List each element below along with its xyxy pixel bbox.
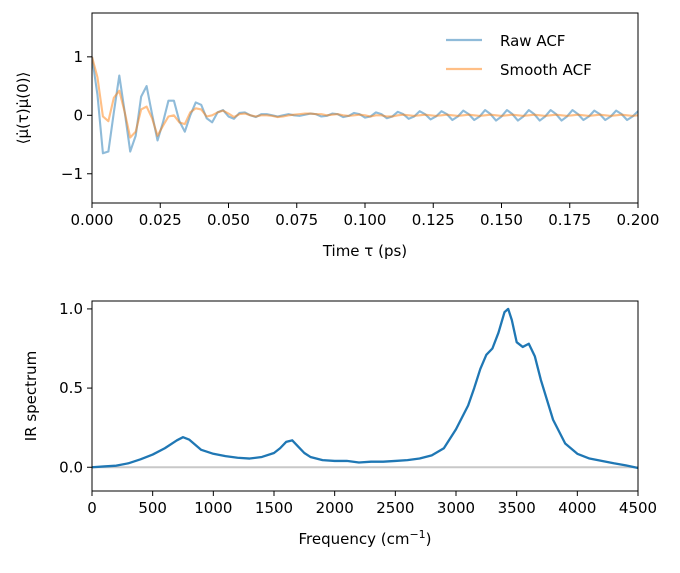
x-tick-label: 1500	[255, 499, 293, 517]
plot-area	[92, 307, 638, 470]
y-tick-label: 1.0	[59, 300, 83, 318]
x-tick-label: 0	[87, 499, 97, 517]
legend: Raw ACF Smooth ACF	[446, 32, 592, 79]
y-tick-label: 0	[73, 106, 83, 124]
y-tick-label: 0.0	[59, 458, 83, 476]
x-axis-label: Time τ (ps)	[322, 242, 407, 260]
ir-spectrum-chart: 0 500 1000 1500 2000 2500 3000 3500 4000 4500 0.0 0…	[22, 300, 657, 548]
x-tick-label: 3500	[498, 499, 536, 517]
x-tick-label: 0.000	[71, 211, 114, 229]
series-line-raw-acf	[92, 56, 638, 155]
x-axis-label-main: Frequency (cm	[298, 530, 409, 548]
x-axis-label: Frequency (cm−1)	[298, 528, 431, 548]
x-tick-label: 0.150	[480, 211, 523, 229]
x-axis-label-tail: )	[426, 530, 432, 548]
legend-label: Smooth ACF	[500, 61, 592, 79]
x-tick-label: 3000	[437, 499, 475, 517]
x-tick-label: 1000	[194, 499, 232, 517]
y-axis-label: ⟨μ̇(τ)μ̇(0)⟩	[14, 72, 32, 145]
plot-area	[92, 56, 638, 155]
x-tick-label: 4500	[619, 499, 657, 517]
x-tick-label: 0.050	[207, 211, 250, 229]
x-axis-label-superscript: −1	[409, 528, 425, 541]
series-line-ir-spectrum	[92, 307, 638, 470]
y-tick-label: 0.5	[59, 379, 83, 397]
acf-chart: 0.000 0.025 0.050 0.075 0.100 0.125 0.150 0.175…	[14, 12, 660, 260]
x-tick-label: 0.125	[412, 211, 455, 229]
y-tick-label: −1	[61, 165, 83, 183]
x-tick-label: 0.100	[344, 211, 387, 229]
x-tick-label: 2500	[376, 499, 414, 517]
legend-label: Raw ACF	[500, 32, 565, 50]
series-line-smooth-acf	[92, 56, 638, 139]
y-tick-label: 1	[73, 48, 83, 66]
x-tick-label: 500	[138, 499, 167, 517]
x-tick-label: 2000	[316, 499, 354, 517]
x-tick-label: 0.200	[617, 211, 660, 229]
x-tick-label: 0.075	[275, 211, 318, 229]
y-axis-label: IR spectrum	[22, 351, 40, 442]
axes-frame	[91, 300, 639, 492]
x-tick-label: 4000	[558, 499, 596, 517]
x-tick-label: 0.025	[139, 211, 182, 229]
x-tick-label: 0.175	[548, 211, 591, 229]
